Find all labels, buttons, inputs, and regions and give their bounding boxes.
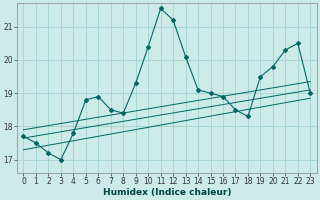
- X-axis label: Humidex (Indice chaleur): Humidex (Indice chaleur): [103, 188, 231, 197]
